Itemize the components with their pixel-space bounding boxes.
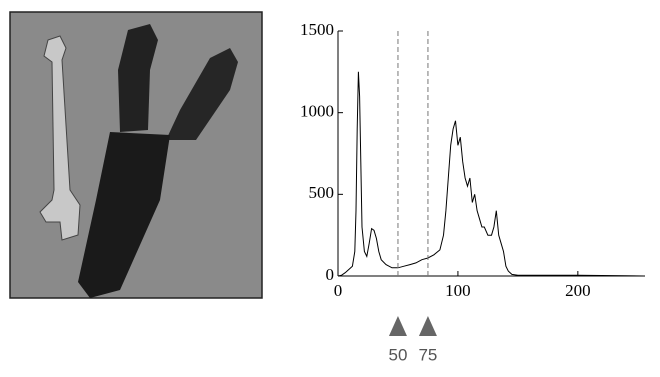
x-tick-label: 0	[334, 281, 343, 300]
x-tick-label: 200	[565, 281, 591, 300]
threshold-label: 75	[418, 345, 437, 364]
x-tick-label: 100	[445, 281, 471, 300]
threshold-label: 50	[389, 345, 408, 364]
pliers-body	[78, 132, 170, 298]
pliers-handle	[118, 24, 158, 132]
threshold-marker	[388, 316, 407, 336]
histogram-line	[337, 71, 644, 277]
y-tick-label: 1500	[300, 20, 334, 39]
y-tick-label: 500	[309, 183, 335, 202]
threshold-marker	[418, 316, 437, 336]
pliers-handle	[166, 48, 238, 140]
y-tick-label: 1000	[300, 102, 334, 121]
y-tick-label: 0	[326, 265, 335, 284]
photo	[9, 11, 263, 299]
wrench	[39, 35, 81, 241]
